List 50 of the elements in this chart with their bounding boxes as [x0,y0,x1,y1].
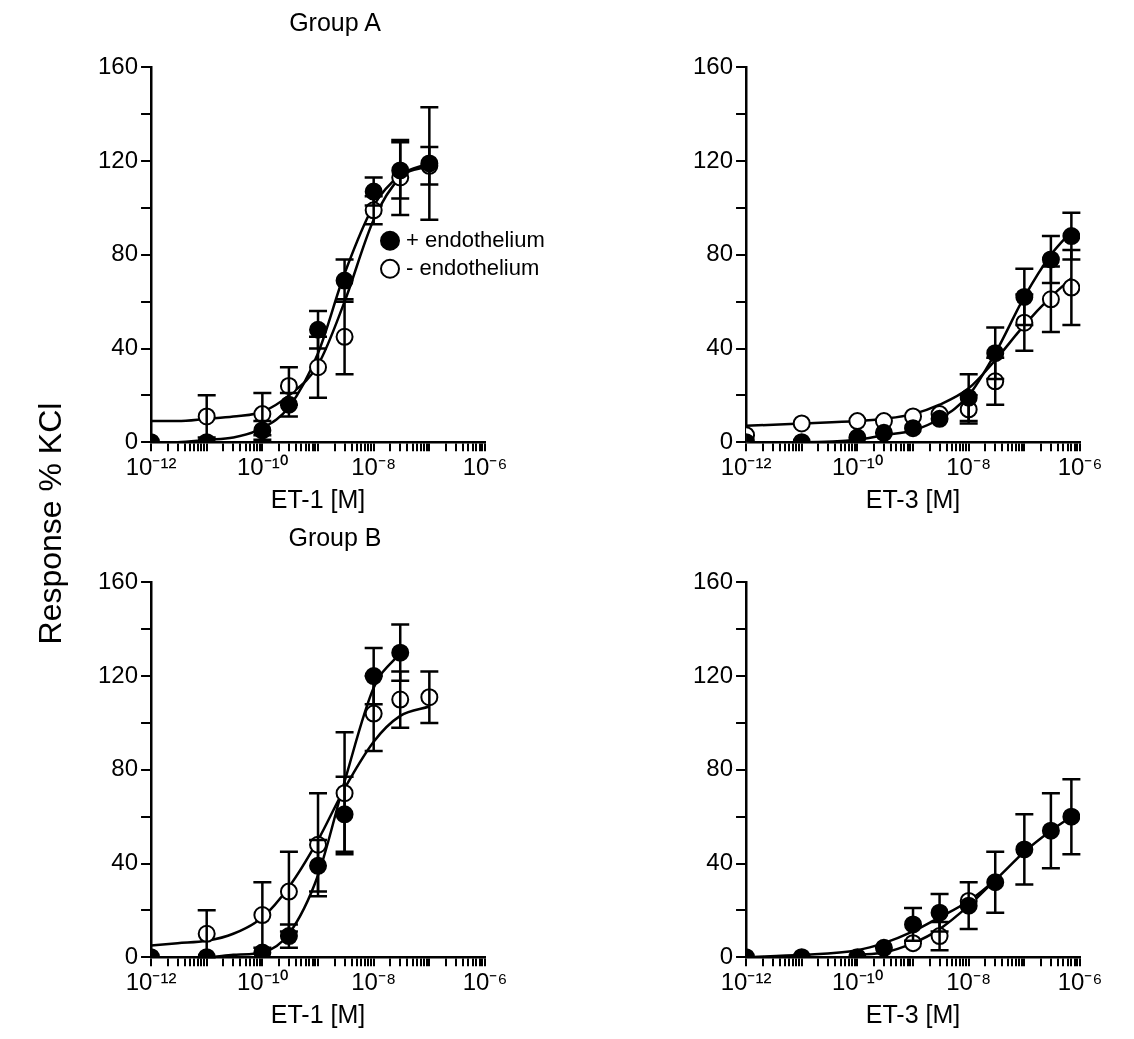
x-tick-label: 10⁻⁶ [462,968,508,996]
y-tick-label: 0 [719,941,734,969]
y-tick-label: 160 [98,567,139,595]
legend-label: - endothelium [406,254,540,280]
x-tick-label: 10⁻¹⁰ [832,453,883,481]
point [848,428,867,443]
point [874,423,893,442]
y-tick-label: 0 [124,941,139,969]
x-tick-label: 10⁻¹⁰ [237,453,288,481]
x-tick-label: 10⁻¹² [125,453,177,481]
x-tick-label: 10⁻⁶ [1057,968,1103,996]
x-tick-label: 10⁻¹² [720,453,772,481]
y-tick-label: 80 [706,239,734,267]
point [904,419,923,438]
y-tick-label: 160 [98,52,139,80]
x-tick-label: 10⁻¹² [125,968,177,996]
x-tick-label: 10⁻⁸ [946,968,992,996]
y-tick-label: 40 [706,333,734,361]
y-tick-label: 160 [693,52,734,80]
x-axis-title: ET-1 [M] [270,484,366,513]
x-tick-label: 10⁻⁶ [1057,453,1103,481]
chart-title: Group B [287,523,383,552]
legend-label: + endothelium [406,226,545,252]
x-axis-title: ET-3 [M] [865,484,961,513]
y-tick-label: 40 [111,848,139,876]
chart-title: Group A [288,8,382,37]
y-tick-label: 0 [719,426,734,454]
y-tick-label: 120 [98,660,139,688]
y-tick-label: 160 [693,567,734,595]
y-tick-label: 120 [98,145,139,173]
y-tick-label: 40 [706,848,734,876]
point [848,412,867,431]
x-tick-label: 10⁻⁸ [946,453,992,481]
x-tick-label: 10⁻⁶ [462,453,508,481]
y-tick-label: 120 [693,145,734,173]
y-tick-label: 80 [706,754,734,782]
x-axis-title: ET-1 [M] [270,999,366,1028]
x-tick-label: 10⁻¹⁰ [832,968,883,996]
y-tick-label: 0 [124,426,139,454]
x-tick-label: 10⁻¹⁰ [237,968,288,996]
x-tick-label: 10⁻⁸ [351,968,397,996]
x-tick-label: 10⁻¹² [720,968,772,996]
y-tick-label: 80 [111,239,139,267]
y-tick-label: 40 [111,333,139,361]
y-tick-label: 120 [693,660,734,688]
x-axis-title: ET-3 [M] [865,999,961,1028]
y-axis-title: Response % KCl [31,401,69,647]
y-tick-label: 80 [111,754,139,782]
point [930,409,949,428]
x-tick-label: 10⁻⁸ [351,453,397,481]
